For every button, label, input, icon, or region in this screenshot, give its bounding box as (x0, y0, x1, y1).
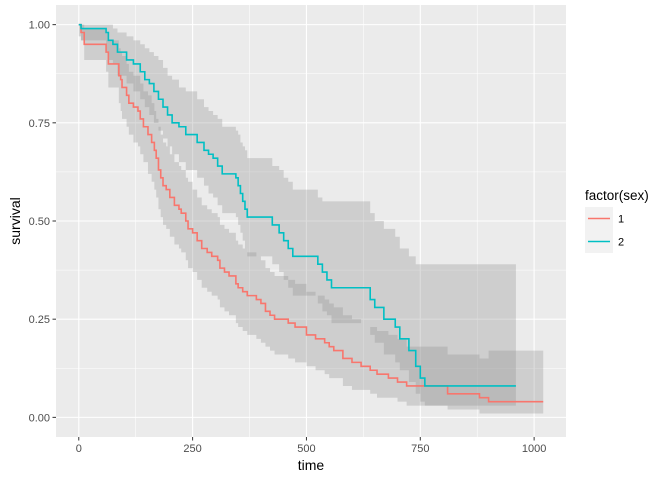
x-tick-label: 0 (76, 443, 82, 455)
x-tick-label: 250 (183, 443, 201, 455)
x-tick-label: 500 (297, 443, 315, 455)
x-axis: 0 250 500 750 1000 (76, 437, 547, 455)
y-tick-label: 0.25 (29, 314, 50, 326)
legend: factor(sex) 1 2 (585, 188, 649, 253)
y-tick-label: 0.75 (29, 118, 50, 130)
legend-title: factor(sex) (585, 188, 649, 203)
y-axis-title: survival (7, 197, 23, 244)
y-tick-label: 0.50 (29, 216, 50, 228)
x-axis-title: time (298, 457, 325, 473)
y-tick-label: 1.00 (29, 20, 50, 32)
y-tick-label: 0.00 (29, 412, 50, 424)
legend-label-2: 2 (618, 237, 624, 249)
x-tick-label: 750 (411, 443, 429, 455)
y-axis: 0.00 0.25 0.50 0.75 1.00 (29, 20, 56, 425)
x-tick-label: 1000 (522, 443, 546, 455)
legend-label-1: 1 (618, 214, 624, 226)
